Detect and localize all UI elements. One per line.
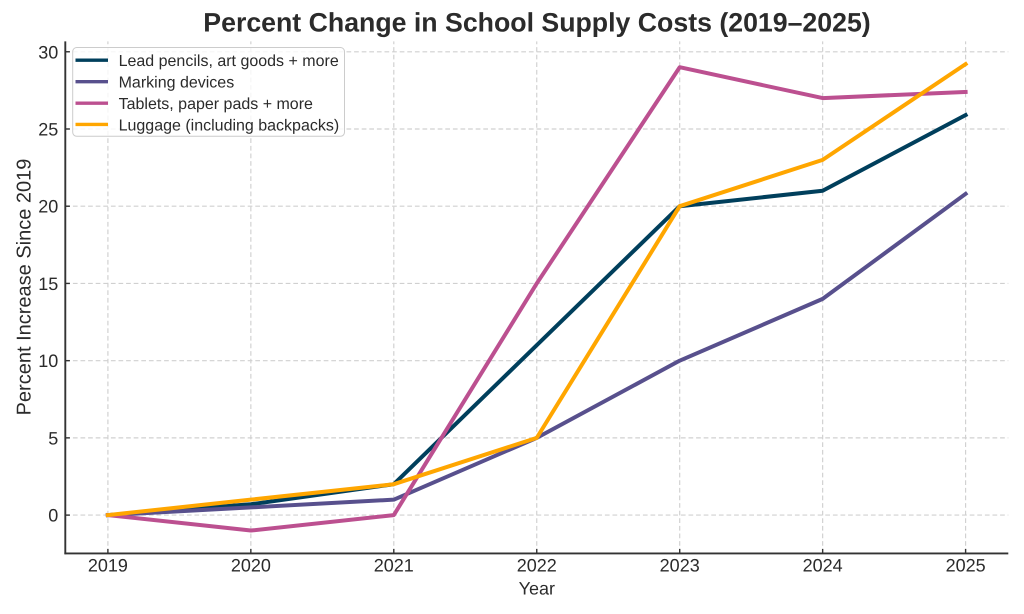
svg-text:10: 10 — [38, 351, 58, 371]
svg-text:2022: 2022 — [517, 555, 557, 575]
svg-text:Year: Year — [519, 579, 555, 599]
svg-text:Marking devices: Marking devices — [119, 75, 235, 92]
svg-text:2024: 2024 — [803, 555, 843, 575]
svg-text:Lead pencils, art goods + more: Lead pencils, art goods + more — [119, 53, 339, 70]
svg-text:20: 20 — [38, 197, 58, 217]
svg-text:0: 0 — [48, 506, 58, 526]
svg-text:30: 30 — [38, 42, 58, 62]
svg-text:Tablets, paper pads + more: Tablets, paper pads + more — [119, 96, 313, 113]
svg-text:2021: 2021 — [374, 555, 414, 575]
svg-text:Luggage (including backpacks): Luggage (including backpacks) — [119, 117, 340, 134]
svg-text:2025: 2025 — [946, 555, 986, 575]
svg-text:Percent Increase Since 2019: Percent Increase Since 2019 — [13, 159, 35, 416]
svg-text:5: 5 — [48, 428, 58, 448]
svg-text:25: 25 — [38, 120, 58, 140]
svg-text:2019: 2019 — [88, 555, 128, 575]
svg-text:2020: 2020 — [231, 555, 271, 575]
svg-text:15: 15 — [38, 274, 58, 294]
svg-text:2023: 2023 — [660, 555, 700, 575]
svg-text:Percent Change in School Suppl: Percent Change in School Supply Costs (2… — [203, 8, 870, 38]
